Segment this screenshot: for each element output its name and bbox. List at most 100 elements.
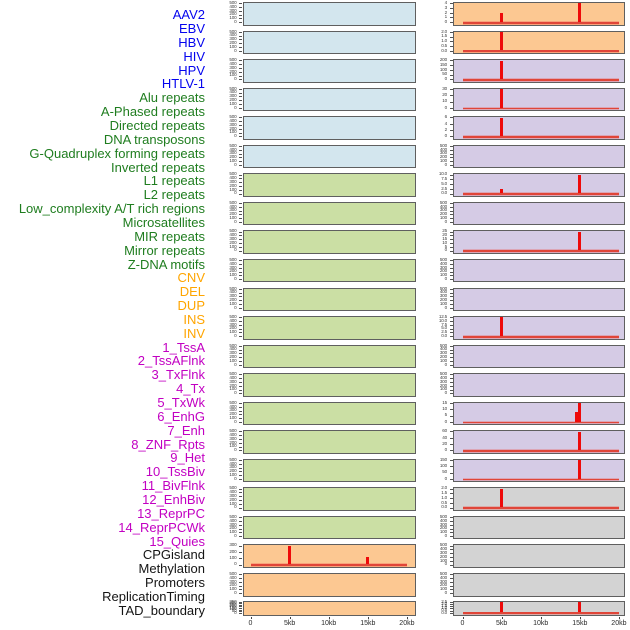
feature-label-microsatellites: Microsatellites <box>122 214 205 230</box>
y-tick-mark <box>239 336 242 338</box>
y-tick-label: 500 <box>229 256 237 262</box>
y-tick-label: 500 <box>229 342 237 348</box>
y-tick-mark <box>449 88 453 90</box>
y-tick-mark <box>239 381 242 383</box>
y-tick-label: 300 <box>229 464 237 470</box>
y-tick-mark <box>239 585 242 587</box>
density-panel-dup <box>242 600 416 616</box>
y-tick-label: 100 <box>439 386 447 392</box>
density-spike-7-enh-15kb <box>578 231 582 251</box>
y-tick-mark <box>449 581 453 583</box>
y-tick-mark <box>239 503 242 505</box>
y-tick-mark <box>239 39 242 41</box>
y-tick-mark <box>239 117 242 119</box>
y-tick-label: 300 <box>229 36 237 42</box>
x-tick-mark <box>540 616 542 619</box>
density-spike-cpgisland-5kb <box>500 488 503 508</box>
y-tick-label: 400 <box>229 3 237 9</box>
y-tick-label: 15 <box>442 399 447 405</box>
y-tick-mark <box>239 153 242 155</box>
y-tick-label: 500 <box>229 114 237 120</box>
feature-label-cnv: CNV <box>177 270 205 286</box>
y-tick-label: 0 <box>444 161 448 167</box>
y-tick-label: 500 <box>439 256 447 262</box>
y-tick-label: 300 <box>229 407 237 413</box>
y-tick-mark <box>239 353 242 355</box>
y-tick-mark <box>449 41 453 43</box>
y-tick-mark <box>239 250 242 252</box>
y-tick-mark <box>239 231 242 233</box>
y-tick-label: 0 <box>234 475 237 481</box>
y-tick-label: 500 <box>229 399 237 405</box>
y-tick-label: 200 <box>439 382 447 388</box>
y-tick-label: 400 <box>229 346 237 352</box>
y-tick-label: 300 <box>439 207 447 213</box>
y-tick-mark <box>239 300 242 302</box>
y-tick-mark <box>449 507 453 509</box>
density-panel-g-quadruplex-forming-repeats <box>242 287 416 311</box>
y-tick-mark <box>449 184 453 185</box>
y-tick-label: 0 <box>444 532 448 538</box>
y-tick-label: 300 <box>439 264 447 270</box>
density-panel-promoters <box>453 544 625 568</box>
y-tick-mark <box>239 467 242 469</box>
y-tick-label: 500 <box>229 228 237 234</box>
y-tick-mark <box>239 442 242 444</box>
feature-label-inverted-repeats: Inverted repeats <box>111 159 205 175</box>
y-tick-label: 300 <box>229 542 237 548</box>
y-tick-mark <box>239 607 242 609</box>
density-spike-13-reprpc-14.6kb <box>575 412 579 422</box>
y-tick-label: 0.5 <box>441 607 447 613</box>
density-spike-15-quies-15kb <box>578 460 582 479</box>
feature-label-mirror-repeats: Mirror repeats <box>124 242 205 258</box>
y-tick-mark <box>239 100 242 102</box>
y-tick-mark <box>449 296 453 298</box>
y-tick-label: 0 <box>234 247 237 253</box>
y-tick-mark <box>449 36 453 38</box>
density-panel-ebv <box>242 30 416 55</box>
y-tick-label: 5 <box>444 412 448 418</box>
y-tick-mark <box>449 123 453 125</box>
y-tick-mark <box>239 421 242 423</box>
x-tick-label: 15kb <box>572 619 588 627</box>
y-tick-label: 300 <box>229 93 237 99</box>
y-tick-label: 300 <box>229 435 237 441</box>
y-tick-label: 500 <box>229 199 237 205</box>
y-tick-mark <box>449 564 453 566</box>
y-tick-label: 200 <box>229 411 237 417</box>
y-tick-label: 100 <box>229 243 237 249</box>
y-tick-label: 200 <box>229 496 237 502</box>
y-tick-mark <box>239 488 242 490</box>
density-panel-1-tssa <box>453 59 625 83</box>
y-tick-mark <box>239 418 242 420</box>
y-tick-label: 4 <box>444 0 448 5</box>
y-tick-label: 400 <box>229 432 237 438</box>
y-tick-label: 0.0 <box>441 333 447 339</box>
y-tick-mark <box>449 421 453 423</box>
y-tick-label: 400 <box>229 175 237 181</box>
y-tick-label: 100 <box>439 66 447 72</box>
y-tick-mark <box>239 385 242 387</box>
y-tick-mark <box>239 79 242 81</box>
density-panel-methylation <box>453 515 625 540</box>
y-tick-mark <box>449 374 453 376</box>
y-tick-label: 200 <box>229 525 237 531</box>
y-tick-label: 300 <box>439 521 447 527</box>
y-tick-label: 100 <box>439 357 447 363</box>
y-tick-label: 400 <box>229 118 237 123</box>
y-tick-mark <box>449 206 453 208</box>
y-tick-label: 0 <box>234 218 237 224</box>
density-panel-mirror-repeats <box>242 487 416 511</box>
y-tick-label: 200 <box>229 154 237 160</box>
y-tick-mark <box>449 493 453 495</box>
x-tick-label: 10kb <box>321 619 337 627</box>
y-tick-label: 100 <box>229 186 237 192</box>
y-tick-mark <box>239 145 242 147</box>
y-tick-mark <box>449 498 453 500</box>
y-tick-mark <box>239 589 242 591</box>
y-tick-label: 0 <box>234 418 237 424</box>
density-panel-hpv <box>242 116 416 140</box>
y-tick-mark <box>239 524 242 526</box>
y-tick-mark <box>239 10 242 12</box>
y-tick-mark <box>449 74 453 76</box>
